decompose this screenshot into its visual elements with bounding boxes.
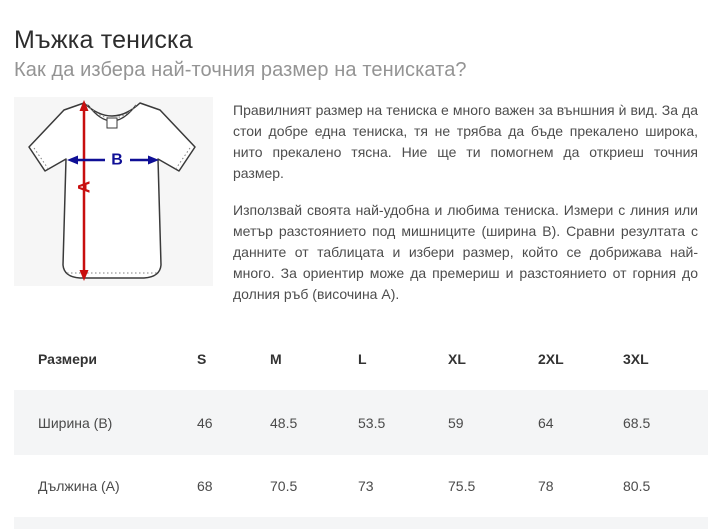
table-cell: 68 [197,478,213,494]
right-cuff-stitching [174,147,191,171]
tshirt-measurement-diagram: A B [14,97,213,286]
tshirt-diagram-svg: A B [28,100,196,281]
width-arrow-head-right [148,155,159,165]
table-header-cell: L [358,350,367,367]
table-header-cell: M [270,350,282,367]
intro-paragraph-2: Използвай своята най-удобна и любима тен… [233,202,698,302]
width-arrow-label: B [111,152,123,169]
intro-paragraph-1: Правилният размер на тениска е много важ… [233,102,698,181]
row-label: Дължина (A) [38,478,120,494]
width-arrow-head-left [67,155,78,165]
row-label: Ширина (B) [38,414,113,431]
table-cell: 68.5 [623,414,651,431]
left-cuff-stitching [33,147,50,171]
intro-text: Правилният размер на тениска е много важ… [233,100,698,305]
table-cell: 48.5 [270,414,298,431]
table-cell: 59 [448,414,464,431]
height-arrow-label: A [75,181,94,193]
size-table-header-row: Размери S M L XL 2XL 3XL [14,327,708,390]
table-row-length: Дължина (A) 68 70.5 73 75.5 78 80.5 [14,455,708,517]
table-cell: 75.5 [448,478,476,494]
height-arrow-head-bottom [79,270,89,281]
neck-tag [106,117,118,129]
tshirt-outline [28,102,196,279]
table-cell: 64 [538,414,554,431]
table-row-partial [14,517,708,529]
table-cell: 46 [197,414,213,431]
table-row-width: Ширина (B) 46 48.5 53.5 59 64 68.5 [14,390,708,455]
table-cell: 70.5 [270,478,298,494]
table-header-cell: Размери [38,350,98,367]
table-cell: 73 [358,478,374,494]
page-title: Мъжка тениска [14,26,193,54]
table-header-cell: 3XL [623,350,649,367]
table-header-cell: XL [448,350,466,367]
size-table: Размери S M L XL 2XL 3XL Ширина (B) 46 4… [14,327,708,529]
table-header-cell: 2XL [538,350,564,367]
table-header-cell: S [197,350,207,367]
table-cell: 78 [538,478,554,494]
table-cell: 53.5 [358,414,386,431]
height-arrow-head-top [79,100,89,111]
table-cell: 80.5 [623,478,651,494]
page-subtitle: Как да избера най-точния размер на тенис… [14,59,467,81]
